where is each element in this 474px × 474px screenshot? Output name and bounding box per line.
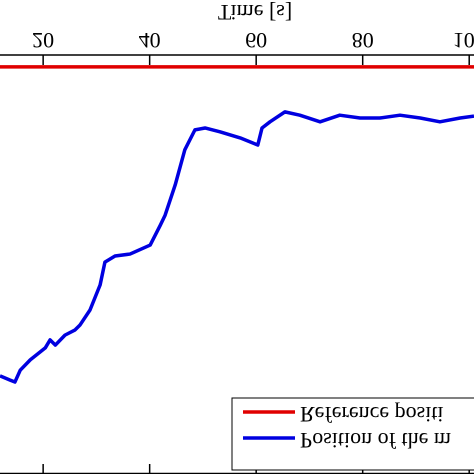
x-tick-label: 20 (32, 28, 54, 53)
x-tick-label: 80 (352, 28, 374, 53)
legend-label: Reference positi (300, 402, 444, 427)
legend-label: Position of the m (300, 428, 451, 453)
x-axis-label: Time [s] (218, 0, 292, 25)
series-line (0, 110, 474, 384)
x-tick-label: 40 (139, 28, 161, 53)
x-tick-label: 60 (245, 28, 267, 53)
x-tick-label: 100 (453, 28, 474, 53)
legend-box (231, 397, 474, 471)
